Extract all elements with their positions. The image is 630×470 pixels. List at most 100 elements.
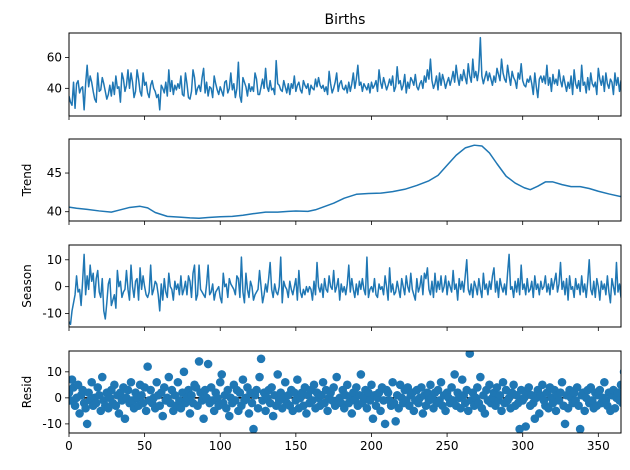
resid-point: [600, 377, 609, 387]
resid-point: [447, 383, 456, 392]
resid-point: [185, 409, 195, 418]
resid-point: [485, 380, 494, 390]
x-tick-label: 250: [436, 439, 459, 453]
resid-point: [368, 414, 378, 423]
panel-trend: 40 45 Trend: [20, 138, 622, 225]
resid-point: [244, 409, 254, 418]
trend-y-axis-label: Trend: [20, 164, 34, 198]
resid-point: [159, 383, 169, 392]
resid-point: [280, 377, 290, 387]
resid-point: [379, 396, 388, 405]
resid-point: [225, 411, 234, 421]
resid-point: [203, 359, 213, 369]
resid-point: [69, 375, 77, 384]
resid-point: [82, 419, 92, 429]
resid-point: [309, 380, 319, 390]
resid-point: [110, 380, 119, 390]
resid-point: [75, 409, 84, 418]
resid-point: [256, 354, 266, 364]
resid-point: [249, 424, 258, 433]
resid-point: [290, 388, 299, 397]
x-tick-label: 300: [511, 439, 534, 453]
season-y-axis-label: Season: [20, 264, 34, 308]
resid-point: [521, 422, 531, 431]
resid-point: [616, 380, 621, 390]
resid-point: [391, 416, 400, 426]
resid-point: [247, 398, 257, 408]
resid-point: [97, 372, 107, 382]
y-tick-label: 0: [54, 280, 62, 294]
resid-point: [538, 380, 547, 390]
season-line: [69, 253, 621, 326]
resid-point: [187, 390, 196, 400]
y-tick-label: 45: [47, 166, 62, 180]
resid-point: [560, 419, 570, 429]
resid-point: [367, 380, 376, 390]
resid-point: [495, 390, 505, 400]
season-axes-frame: [68, 244, 622, 328]
resid-point: [261, 406, 270, 416]
chart-title: Births: [325, 12, 366, 28]
resid-point: [535, 409, 544, 418]
observed-axes-frame: [68, 32, 622, 117]
resid-point: [87, 377, 96, 387]
observed-line: [69, 36, 621, 111]
resid-point: [342, 380, 352, 390]
resid-point: [436, 377, 446, 387]
resid-point: [223, 385, 233, 395]
resid-point: [473, 383, 482, 392]
resid-point: [158, 411, 168, 421]
resid-data: [69, 351, 621, 433]
resid-point: [137, 390, 146, 400]
observed-data: [69, 36, 621, 111]
trend-data: [69, 144, 621, 220]
resid-point: [356, 370, 366, 379]
resid-point: [332, 372, 341, 382]
x-tick-label: 50: [137, 439, 152, 453]
resid-point: [81, 403, 90, 413]
x-tick-label: 100: [209, 439, 232, 453]
resid-point: [323, 406, 332, 416]
resid-point: [93, 383, 103, 392]
resid-point: [238, 375, 248, 384]
resid-point: [610, 403, 620, 413]
resid-point: [380, 419, 390, 429]
resid-point: [155, 401, 165, 410]
resid-point: [141, 406, 151, 416]
resid-point: [114, 409, 124, 418]
resid-point: [574, 401, 583, 410]
panel-observed: 40 60 Births: [47, 12, 622, 120]
resid-point: [551, 406, 561, 416]
x-tick-label: 200: [360, 439, 383, 453]
resid-point: [557, 377, 567, 387]
panel-season: -10 0 10 Season: [20, 244, 622, 331]
trend-axes-frame: [68, 138, 622, 222]
resid-point: [575, 424, 585, 433]
resid-point: [152, 377, 162, 387]
resid-point: [480, 409, 490, 418]
resid-point: [179, 367, 189, 377]
resid-point: [111, 401, 121, 410]
resid-point: [273, 370, 283, 379]
season-data: [69, 253, 621, 326]
resid-point: [524, 383, 534, 392]
resid-point: [70, 401, 80, 410]
resid-point: [618, 399, 621, 408]
resid-point: [352, 383, 361, 392]
resid-point: [362, 403, 372, 413]
y-tick-label: 10: [47, 253, 62, 267]
resid-point: [194, 357, 204, 366]
resid-point: [463, 406, 473, 416]
resid-axes-frame: [68, 350, 622, 434]
resid-point: [215, 377, 225, 387]
resid-point: [302, 409, 311, 418]
resid-point: [231, 396, 240, 405]
resid-point: [84, 388, 93, 397]
resid-point: [450, 370, 459, 379]
resid-point: [329, 383, 338, 392]
resid-y-axis-label: Resid: [20, 376, 34, 408]
resid-point: [120, 414, 130, 423]
resid-point: [123, 385, 133, 395]
resid-point: [267, 383, 276, 392]
